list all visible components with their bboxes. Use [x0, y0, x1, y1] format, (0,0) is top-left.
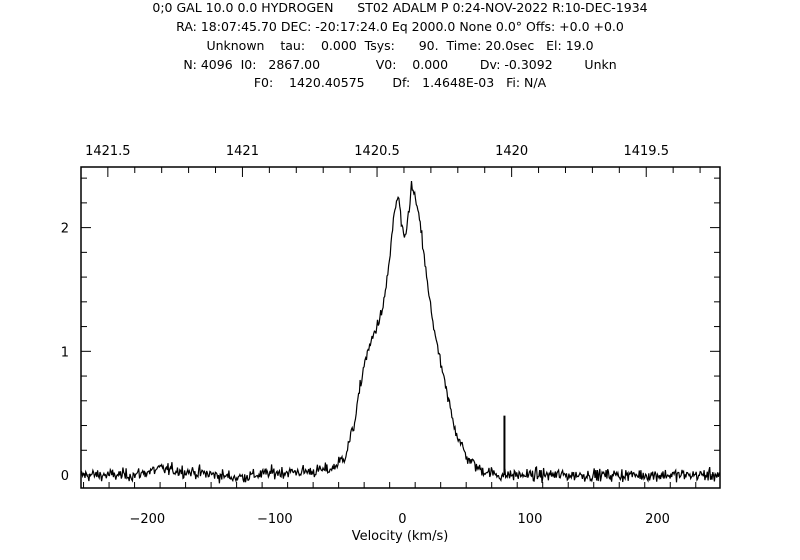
- header-line-1: 0;0 GAL 10.0 0.0 HYDROGEN ST02 ADALM P 0…: [152, 0, 648, 15]
- x-tick-label: −100: [257, 512, 293, 527]
- x-tick-label: −200: [129, 512, 165, 527]
- top-tick-label: 1420: [495, 144, 528, 159]
- y-tick-label: 0: [61, 469, 69, 484]
- header-line-5: F0: 1420.40575 Df: 1.4648E-03 Fi: N/A: [253, 75, 547, 90]
- x-axis-label: Velocity (km/s): [352, 529, 449, 544]
- top-tick-label: 1421.5: [85, 144, 131, 159]
- spectrum-line: [80, 180, 721, 484]
- header-line-2: RA: 18:07:45.70 DEC: -20:17:24.0 Eq 2000…: [176, 19, 624, 34]
- top-tick-label: 1420.5: [354, 144, 400, 159]
- header-line-4: N: 4096 I0: 2867.00 V0: 0.000 Dv: -0.309…: [183, 57, 617, 72]
- x-tick-label: 100: [518, 512, 543, 527]
- header-line-3: Unknown tau: 0.000 Tsys: 90. Time: 20.0s…: [206, 38, 594, 53]
- plot-frame: [80, 166, 721, 489]
- top-tick-label: 1419.5: [623, 144, 669, 159]
- top-tick-label: 1421: [226, 144, 259, 159]
- x-tick-label: 200: [645, 512, 670, 527]
- y-tick-label: 1: [61, 345, 69, 360]
- y-tick-label: 2: [61, 222, 69, 237]
- x-tick-label: 0: [398, 512, 406, 527]
